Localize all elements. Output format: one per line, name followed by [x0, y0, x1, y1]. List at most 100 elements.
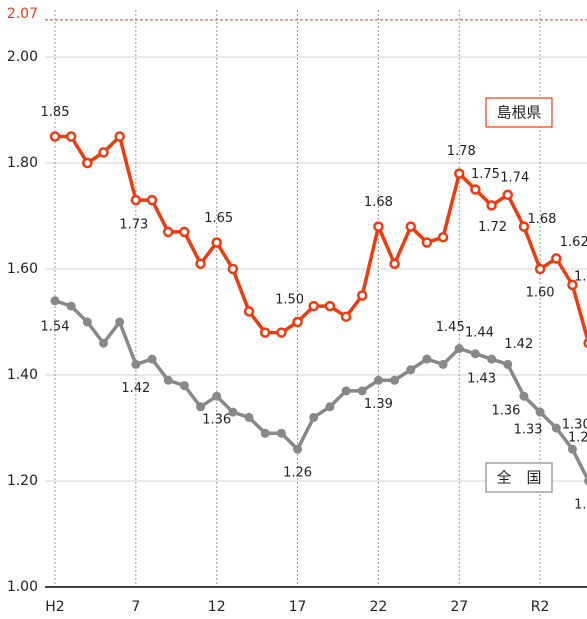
legend-box: [485, 97, 553, 128]
marker: [147, 354, 157, 364]
marker: [519, 391, 529, 401]
value-label: 1.33: [514, 423, 543, 438]
value-label: 1.36: [202, 413, 231, 428]
y-tick-label: 2.00: [7, 49, 38, 65]
value-label: 1.74: [500, 170, 529, 185]
x-tick-label: 12: [208, 599, 226, 615]
marker: [567, 279, 578, 291]
marker: [130, 194, 142, 206]
value-label: 1.75: [471, 167, 500, 182]
marker: [340, 311, 352, 322]
marker: [341, 386, 351, 396]
marker: [49, 131, 61, 142]
x-tick-label: 22: [369, 599, 387, 615]
marker: [227, 263, 239, 275]
marker: [390, 375, 400, 385]
marker: [114, 131, 125, 142]
value-label: 1.68: [364, 195, 393, 210]
marker: [373, 375, 383, 385]
marker: [82, 317, 92, 327]
value-label: 1.44: [465, 325, 494, 340]
value-label: 1.42: [121, 381, 150, 396]
marker: [50, 296, 60, 306]
marker: [212, 391, 222, 401]
marker: [584, 476, 587, 486]
marker: [292, 316, 303, 328]
marker: [243, 306, 255, 317]
marker: [308, 300, 319, 312]
marker: [356, 290, 368, 301]
marker: [293, 444, 303, 454]
value-label: 1.20: [574, 498, 587, 513]
value-label: 1.73: [119, 218, 148, 233]
x-tick-label: 7: [131, 599, 140, 615]
marker: [470, 349, 480, 359]
marker: [470, 184, 481, 195]
marker: [535, 407, 545, 417]
legend-label: 島根県: [496, 104, 541, 122]
marker: [502, 189, 514, 201]
marker: [438, 359, 448, 369]
marker: [228, 407, 238, 417]
value-label: 1.50: [275, 293, 304, 308]
value-label: 1.62: [560, 235, 587, 250]
value-label: 1.65: [204, 211, 233, 226]
marker: [65, 131, 77, 142]
y-tick-label: 1.60: [7, 261, 38, 277]
marker: [486, 200, 497, 211]
marker: [406, 365, 416, 375]
marker: [163, 375, 173, 385]
x-tick-label: H2: [45, 599, 64, 615]
value-label: 1.26: [568, 431, 587, 446]
marker: [454, 168, 465, 179]
value-label: 1.68: [527, 212, 556, 227]
value-label: 1.85: [41, 105, 70, 120]
marker: [503, 359, 513, 369]
marker: [211, 237, 222, 248]
marker: [437, 231, 449, 243]
marker: [82, 157, 93, 169]
marker: [309, 412, 319, 422]
marker: [131, 359, 141, 369]
reference-label: 2.07: [7, 6, 38, 22]
value-label: 1.42: [504, 337, 533, 352]
marker: [422, 354, 432, 364]
marker: [357, 386, 367, 396]
x-tick-label: R2: [531, 599, 550, 615]
marker: [551, 253, 562, 264]
line: [54, 299, 587, 482]
value-label: 1.30: [562, 418, 587, 433]
value-label: 1.57: [574, 269, 587, 284]
x-tick-label: 17: [289, 599, 307, 615]
marker: [162, 226, 174, 238]
value-label: 1.54: [41, 319, 70, 334]
plot: 1.00 1.20 1.40 1.60 1.80 2.00 H2 7 12 17 22 27 R2 2.0…: [7, 6, 587, 615]
y-tick-label: 1.20: [7, 473, 38, 489]
marker: [195, 258, 206, 269]
value-label: 1.39: [364, 397, 393, 412]
marker: [325, 402, 335, 412]
line: [55, 133, 587, 344]
marker: [518, 221, 530, 232]
marker: [567, 444, 577, 454]
marker: [276, 428, 286, 438]
marker: [259, 327, 271, 338]
marker: [405, 221, 416, 232]
value-label: 1.72: [478, 220, 507, 235]
marker: [196, 402, 206, 412]
x-tick-label: 27: [450, 599, 468, 615]
y-tick-label: 1.40: [7, 367, 38, 383]
value-label: 1.78: [447, 144, 476, 159]
value-label: 1.60: [526, 286, 555, 301]
marker: [115, 317, 125, 327]
value-label: 1.36: [491, 404, 520, 419]
legend-box: [485, 462, 553, 493]
marker: [324, 300, 336, 312]
value-label: 1.26: [283, 466, 312, 481]
y-tick-label: 1.80: [7, 155, 38, 171]
marker: [487, 354, 497, 364]
y-tick-label: 1.00: [7, 579, 38, 595]
marker: [551, 423, 561, 433]
marker: [583, 338, 587, 349]
